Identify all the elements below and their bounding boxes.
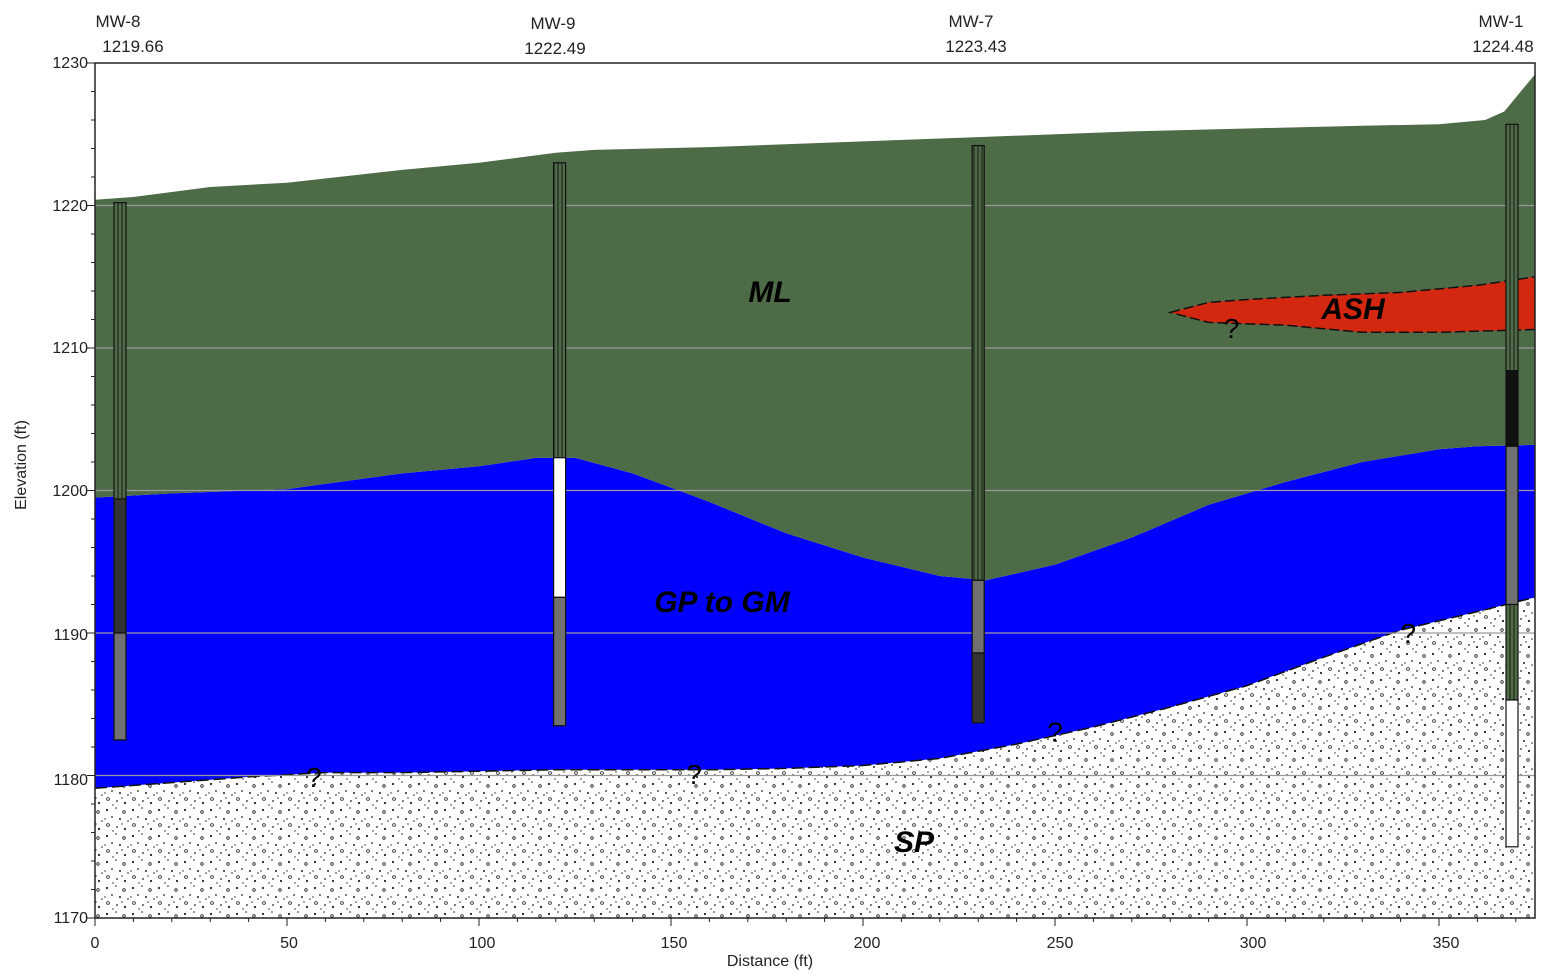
y-axis-title: Elevation (ft) <box>13 420 30 510</box>
well-elevation-label: 1222.49 <box>524 39 585 58</box>
x-tick-labels: 0 50 100 150 200 250 300 350 <box>91 935 1460 952</box>
well-columns <box>113 123 1519 848</box>
well-segment-dark <box>113 498 127 634</box>
well-name-label: MW-7 <box>948 12 993 31</box>
x-tick-label: 250 <box>1047 935 1074 952</box>
axis-ticks <box>87 62 1517 926</box>
y-tick-label: 1220 <box>52 198 88 215</box>
well-segment-riser <box>552 162 567 459</box>
sp-unit-label: SP <box>894 826 935 859</box>
well-name-label: MW-9 <box>530 14 575 33</box>
y-tick-label: 1200 <box>52 483 88 500</box>
uncertainty-markers: ????? <box>306 313 1416 793</box>
y-tick-label: 1230 <box>52 55 88 72</box>
well-segment-screen <box>113 632 127 741</box>
x-tick-label: 200 <box>854 935 881 952</box>
well-labels: MW-8 1219.66 MW-9 1222.49 MW-7 1223.43 M… <box>95 12 1533 58</box>
well-segment-screen <box>552 596 567 727</box>
question-mark: ? <box>686 759 702 790</box>
x-tick-label: 0 <box>91 935 100 952</box>
ml-unit-label: ML <box>748 276 791 309</box>
well-segment-screen <box>971 579 985 654</box>
well-segment-blank <box>552 457 567 598</box>
x-axis-title: Distance (ft) <box>727 953 813 970</box>
ml-unit-area <box>95 74 1535 581</box>
x-tick-label: 100 <box>469 935 496 952</box>
well-segment-riser <box>113 202 127 500</box>
well-elevation-label: 1219.66 <box>102 37 163 56</box>
question-mark: ? <box>1401 618 1417 649</box>
well-name-label: MW-1 <box>1478 12 1523 31</box>
ash-lens <box>1167 276 1535 334</box>
well-segment-dark <box>971 652 985 724</box>
well-elevation-label: 1224.48 <box>1472 37 1533 56</box>
y-tick-label: 1210 <box>52 340 88 357</box>
well-elevation-label: 1223.43 <box>945 37 1006 56</box>
question-mark: ? <box>306 762 322 793</box>
gp-gm-unit-area <box>95 444 1535 789</box>
sp-unit-area <box>95 597 1535 918</box>
y-tick-labels: 1170 1180 1190 1200 1210 1220 1230 <box>52 55 88 927</box>
well-segment-blank <box>1505 699 1519 848</box>
gp-gm-unit-label: GP to GM <box>654 586 791 619</box>
well-segment-riser <box>971 145 985 581</box>
x-tick-label: 300 <box>1240 935 1267 952</box>
well-name-label: MW-8 <box>95 12 140 31</box>
ash-unit-label: ASH <box>1320 293 1386 326</box>
question-mark: ? <box>1047 716 1063 747</box>
horizontal-gridlines <box>95 204 1535 777</box>
well-segment-riser <box>1505 123 1519 372</box>
x-tick-label: 150 <box>661 935 688 952</box>
y-tick-label: 1180 <box>54 772 89 789</box>
x-tick-label: 350 <box>1433 935 1460 952</box>
well-segment-screen <box>1505 445 1519 606</box>
question-mark: ? <box>1224 313 1240 344</box>
well-segment-black <box>1505 370 1519 447</box>
y-tick-label: 1190 <box>54 627 89 644</box>
x-tick-label: 50 <box>280 935 298 952</box>
well-segment-riser <box>1505 603 1519 701</box>
gp-base-contact-line <box>95 596 1535 790</box>
y-tick-label: 1170 <box>54 910 89 927</box>
